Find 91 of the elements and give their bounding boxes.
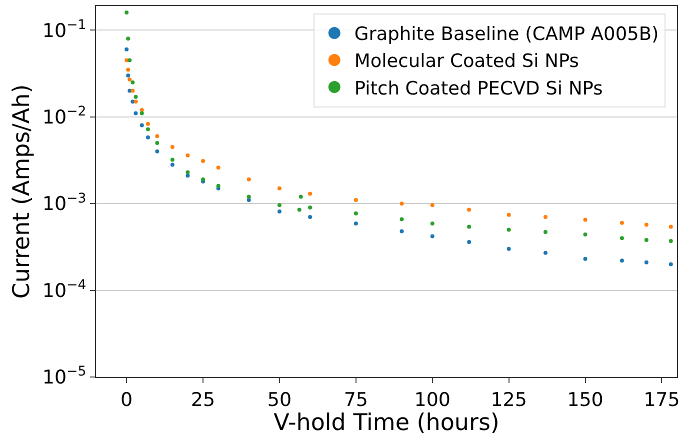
point xyxy=(400,202,404,206)
point xyxy=(467,240,472,244)
x-tick-label: 175 xyxy=(644,388,680,411)
point xyxy=(583,218,588,222)
x-tick-label: 25 xyxy=(190,388,216,411)
legend-label: Graphite Baseline (CAMP A005B) xyxy=(354,24,659,46)
y-tick-label: 10$^{−1}$ xyxy=(42,18,86,42)
point xyxy=(170,162,174,167)
point xyxy=(430,234,434,238)
point xyxy=(583,232,588,236)
point xyxy=(216,166,220,170)
point xyxy=(354,211,358,216)
point xyxy=(668,224,673,229)
point xyxy=(170,144,174,149)
point xyxy=(297,208,302,212)
point xyxy=(140,108,144,112)
point xyxy=(201,158,206,163)
point xyxy=(544,250,548,255)
point xyxy=(400,229,404,234)
point xyxy=(134,100,138,104)
point xyxy=(170,158,174,162)
point xyxy=(620,220,624,225)
point xyxy=(506,228,511,232)
point xyxy=(130,100,135,104)
point xyxy=(124,47,129,52)
point xyxy=(128,58,132,62)
point xyxy=(277,203,282,208)
point xyxy=(277,210,282,214)
point xyxy=(126,36,130,41)
point xyxy=(246,177,251,182)
point xyxy=(216,184,220,188)
point xyxy=(583,256,588,261)
point xyxy=(146,127,150,132)
point xyxy=(544,230,548,234)
y-tick-label: 10$^{−2}$ xyxy=(42,104,86,129)
point xyxy=(354,221,358,226)
y-tick-label: 10$^{−5}$ xyxy=(42,364,86,389)
point xyxy=(544,215,548,220)
point xyxy=(506,246,511,251)
legend-label: Molecular Coated Si NPs xyxy=(354,51,579,72)
point xyxy=(246,194,251,199)
point xyxy=(155,149,160,154)
point xyxy=(308,215,312,220)
point xyxy=(400,217,404,222)
point xyxy=(644,222,648,227)
y-tick-label: 10$^{−3}$ xyxy=(42,191,86,216)
point xyxy=(124,10,129,14)
x-tick-label: 125 xyxy=(490,388,527,411)
point xyxy=(146,122,150,126)
point xyxy=(130,88,135,93)
point xyxy=(644,238,648,242)
point xyxy=(308,192,312,196)
point xyxy=(186,174,190,178)
point xyxy=(620,258,624,263)
point xyxy=(134,111,138,116)
point xyxy=(467,224,472,229)
x-tick-label: 50 xyxy=(267,388,292,411)
point xyxy=(130,80,135,84)
point xyxy=(126,74,130,78)
x-axis-title: V-hold Time (hours) xyxy=(274,410,500,436)
point xyxy=(467,208,472,212)
point xyxy=(140,111,144,116)
point xyxy=(308,206,312,210)
point xyxy=(430,221,434,226)
point xyxy=(298,194,303,199)
point xyxy=(140,123,144,128)
point xyxy=(186,153,190,158)
point xyxy=(128,88,132,93)
point xyxy=(186,170,190,174)
point xyxy=(620,236,624,240)
point xyxy=(644,260,648,264)
point xyxy=(430,203,434,208)
x-tick-label: 75 xyxy=(344,388,368,411)
y-axis-title: Current (Amps/Ah) xyxy=(8,84,35,299)
point xyxy=(668,262,673,266)
point xyxy=(506,212,511,217)
point xyxy=(134,94,138,99)
x-tick-label: 100 xyxy=(414,388,451,411)
point xyxy=(126,68,130,72)
point xyxy=(246,198,251,202)
point xyxy=(668,239,673,244)
x-tick-label: 0 xyxy=(120,388,133,411)
y-tick-label: 10$^{−4}$ xyxy=(42,278,86,302)
point xyxy=(277,186,282,190)
x-tick-label: 150 xyxy=(567,388,604,411)
point xyxy=(155,140,160,145)
legend-label: Pitch Coated PECVD Si NPs xyxy=(354,78,603,100)
point xyxy=(155,134,160,138)
point xyxy=(128,77,132,82)
point xyxy=(354,198,358,202)
point xyxy=(146,135,150,140)
